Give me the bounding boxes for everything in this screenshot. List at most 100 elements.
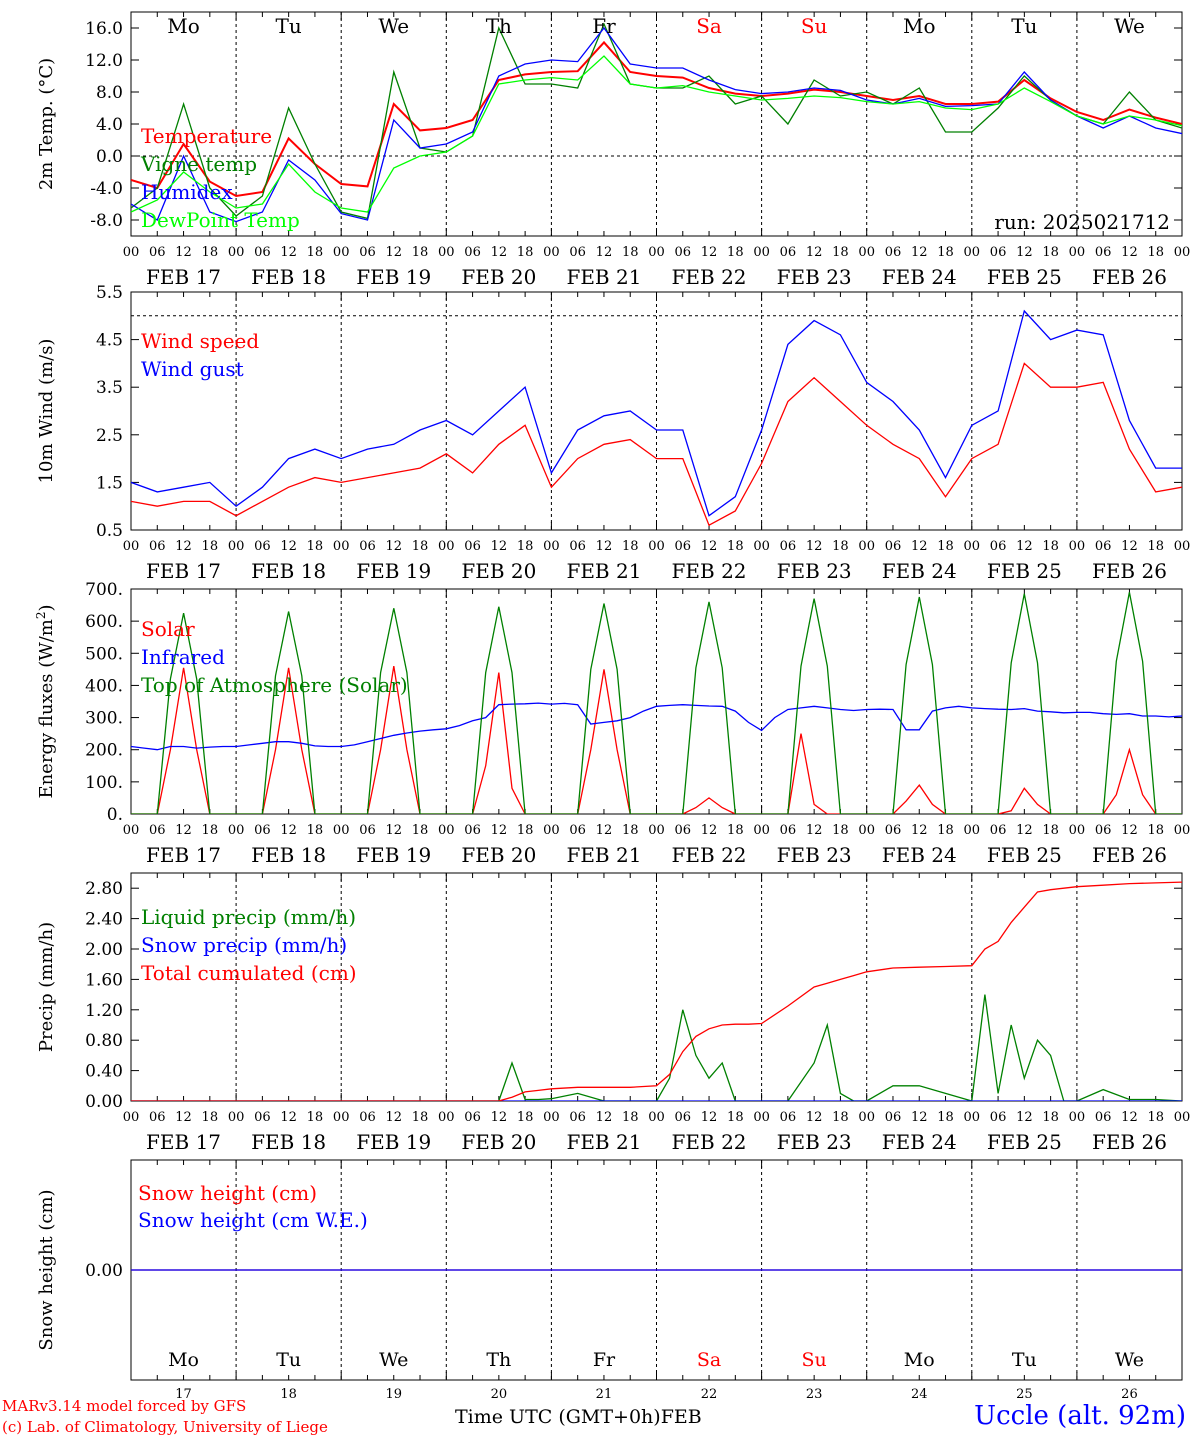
hour-tick-label: 12: [175, 823, 192, 838]
hour-tick-label: 00: [648, 823, 665, 838]
hour-tick-label: 18: [412, 1110, 429, 1125]
y-tick-label: 1.20: [85, 1001, 123, 1021]
hour-tick-label: 06: [254, 539, 271, 554]
date-label: FEB 24: [882, 559, 957, 583]
hour-tick-label: 18: [1147, 539, 1164, 554]
weekday-label-top: Sa: [696, 14, 722, 38]
hour-tick-label: 12: [1016, 1110, 1033, 1125]
hour-tick-label: 00: [858, 539, 875, 554]
date-label: FEB 23: [777, 843, 852, 867]
hour-tick-label: 12: [1121, 823, 1138, 838]
weekday-label-bottom: Su: [802, 1349, 827, 1371]
hour-tick-label: 12: [1016, 539, 1033, 554]
y-tick-label: 0.40: [85, 1062, 123, 1082]
day-number-label: 24: [911, 1387, 928, 1402]
hour-tick-label: 12: [1121, 245, 1138, 260]
y-tick-label: 2.40: [85, 910, 123, 930]
hour-tick-label: 12: [701, 539, 718, 554]
weekday-label-top: We: [378, 14, 409, 38]
series-line-dewpoint-temp: [131, 55, 1182, 213]
date-label: FEB 23: [777, 559, 852, 583]
legend-entry: Solar: [141, 617, 195, 641]
day-number-label: 23: [806, 1387, 823, 1402]
y-tick-label: 700.: [85, 580, 123, 600]
hour-tick-label: 18: [202, 539, 219, 554]
hour-tick-label: 00: [1069, 823, 1086, 838]
hour-tick-label: 00: [648, 245, 665, 260]
hour-tick-label: 00: [1174, 539, 1191, 554]
y-tick-label: -8.0: [90, 211, 123, 231]
hour-tick-label: 12: [175, 245, 192, 260]
hour-tick-label: 12: [701, 1110, 718, 1125]
hour-tick-label: 18: [517, 1110, 534, 1125]
hour-tick-label: 12: [596, 539, 613, 554]
hour-tick-label: 18: [727, 245, 744, 260]
panel-3: 0. 100. 200. 300. 400. 500. 600. 700. Energy flu…: [34, 580, 1190, 867]
date-label: FEB 18: [251, 559, 326, 583]
hour-tick-label: 06: [1095, 245, 1112, 260]
y-tick-label: 2.5: [96, 426, 123, 446]
hour-tick-label: 00: [333, 823, 350, 838]
hour-tick-label: 00: [123, 539, 140, 554]
hour-tick-label: 12: [1016, 245, 1033, 260]
hour-tick-label: 06: [569, 539, 586, 554]
hour-tick-label: 18: [937, 245, 954, 260]
weekday-label-bottom: We: [379, 1349, 408, 1371]
hour-tick-label: 12: [491, 823, 508, 838]
hour-tick-label: 06: [569, 1110, 586, 1125]
date-label: FEB 26: [1092, 1130, 1167, 1154]
date-label: FEB 24: [882, 265, 957, 289]
hour-tick-label: 06: [569, 823, 586, 838]
date-label: FEB 18: [251, 843, 326, 867]
hour-tick-label: 12: [596, 1110, 613, 1125]
date-label: FEB 19: [356, 843, 431, 867]
hour-tick-label: 00: [964, 823, 981, 838]
hour-tick-label: 18: [202, 1110, 219, 1125]
hour-tick-label: 06: [1095, 1110, 1112, 1125]
date-label: FEB 19: [356, 559, 431, 583]
hour-tick-label: 06: [359, 1110, 376, 1125]
hour-tick-label: 18: [307, 823, 324, 838]
legend-entry: Temperature: [141, 124, 272, 148]
day-number-label: 20: [491, 1387, 508, 1402]
hour-tick-label: 12: [280, 245, 297, 260]
hour-tick-label: 00: [438, 245, 455, 260]
hour-tick-label: 18: [202, 245, 219, 260]
date-label: FEB 24: [882, 1130, 957, 1154]
hour-tick-label: 18: [1042, 245, 1059, 260]
hour-tick-label: 00: [964, 245, 981, 260]
hour-tick-label: 00: [858, 245, 875, 260]
series-line-liquid-precip-mm-h-: [131, 994, 1182, 1101]
legend-entry: Wind gust: [141, 357, 244, 381]
hour-tick-label: 06: [675, 245, 692, 260]
date-label: FEB 19: [356, 1130, 431, 1154]
date-label: FEB 22: [672, 1130, 747, 1154]
hour-tick-label: 18: [412, 245, 429, 260]
hour-tick-label: 12: [175, 1110, 192, 1125]
hour-tick-label: 12: [491, 539, 508, 554]
hour-tick-label: 18: [517, 245, 534, 260]
hour-tick-label: 00: [964, 1110, 981, 1125]
hour-tick-label: 18: [1147, 823, 1164, 838]
hour-tick-label: 12: [385, 539, 402, 554]
hour-tick-label: 18: [937, 1110, 954, 1125]
series-line-top-of-atmosphere-solar-: [131, 592, 1182, 814]
date-label: FEB 20: [461, 265, 536, 289]
hour-tick-label: 06: [359, 245, 376, 260]
hour-tick-label: 12: [280, 539, 297, 554]
weekday-label-top: We: [1114, 14, 1145, 38]
y-tick-label: 8.0: [96, 83, 123, 103]
weekday-label-top: Tu: [1011, 14, 1037, 38]
hour-tick-label: 18: [412, 823, 429, 838]
hour-tick-label: 06: [675, 539, 692, 554]
panel-5: 0.00 Snow height (cm) Snow height (cm) Snow…: [36, 1159, 1183, 1381]
hour-tick-label: 00: [964, 539, 981, 554]
weekday-label-top: Fr: [592, 14, 616, 38]
date-label: FEB 26: [1092, 265, 1167, 289]
panel-frame: [130, 11, 1183, 237]
run-label: run: 2025021712: [994, 210, 1170, 234]
weekday-label-bottom: Mo: [904, 1349, 935, 1371]
date-label: FEB 17: [146, 1130, 221, 1154]
hour-tick-label: 00: [648, 539, 665, 554]
